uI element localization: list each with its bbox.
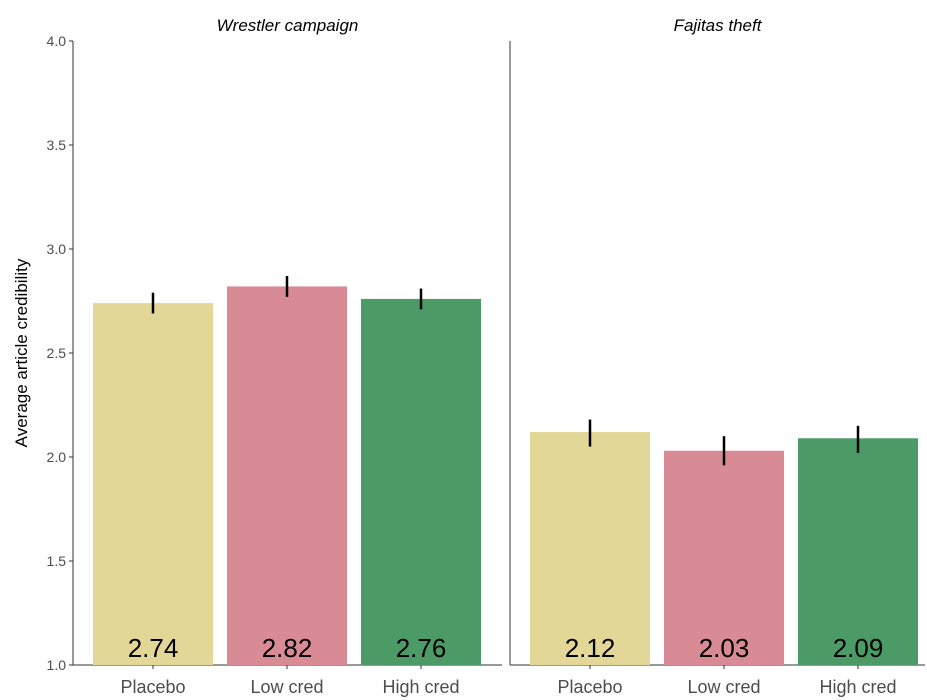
x-tick-label: High cred <box>819 677 896 697</box>
panel-title: Wrestler campaign <box>217 16 359 35</box>
x-tick-label: High cred <box>382 677 459 697</box>
panel-title: Fajitas theft <box>674 16 763 35</box>
x-tick-label: Placebo <box>120 677 185 697</box>
y-tick-label: 1.0 <box>47 657 67 673</box>
y-tick-label: 1.5 <box>47 553 67 569</box>
bar <box>93 303 213 665</box>
bar <box>361 299 481 665</box>
bar-value-label: 2.12 <box>565 633 616 663</box>
chart-panels: Wrestler campaign 2.74 Placebo 2.82 Low cred… <box>73 16 925 697</box>
bar-value-label: 2.82 <box>262 633 313 663</box>
bar-value-label: 2.74 <box>128 633 179 663</box>
bar-value-label: 2.09 <box>833 633 884 663</box>
y-tick-label: 3.0 <box>47 241 67 257</box>
bar <box>530 432 650 665</box>
y-tick-label: 4.0 <box>47 33 67 49</box>
bar-value-label: 2.76 <box>396 633 447 663</box>
y-tick-label: 2.5 <box>47 345 67 361</box>
panel-2: Fajitas theft 2.12 Placebo 2.03 Low cred 2.09… <box>510 16 925 697</box>
x-tick-label: Low cred <box>687 677 760 697</box>
y-tick-label: 2.0 <box>47 449 67 465</box>
x-tick-label: Low cred <box>250 677 323 697</box>
panel-1: Wrestler campaign 2.74 Placebo 2.82 Low cred… <box>73 16 502 697</box>
bar <box>227 286 347 665</box>
x-tick-label: Placebo <box>557 677 622 697</box>
bar-value-label: 2.03 <box>699 633 750 663</box>
bar <box>798 438 918 665</box>
y-tick-label: 3.5 <box>47 137 67 153</box>
y-axis: 1.0 1.5 2.0 2.5 3.0 3.5 4.0 <box>47 33 73 673</box>
y-axis-title: Average article credibility <box>12 258 31 447</box>
